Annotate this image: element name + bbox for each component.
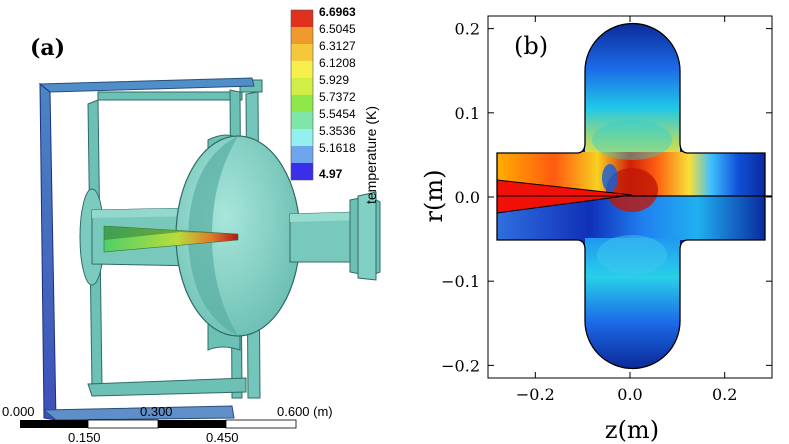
left-pipe-highlight [92,208,200,218]
scale-segment-4 [225,419,297,429]
colorbar-tick-label: 6.3127 [319,39,356,53]
frame-bottom-rail [87,377,247,397]
frame-bottom-bar [42,405,235,421]
colorbar-border [290,9,314,181]
colorbar-tick-label: 5.5454 [319,107,356,121]
scale-label-300: 0.300 [140,404,173,419]
scale-bar: 0.000 0.300 0.600 (m) 0.150 0.450 [2,404,333,444]
colorbar-swatch [291,61,313,78]
y-tick-label: −0.2 [441,356,480,375]
colorbar-swatch [291,44,313,61]
colorbar-tick-label: 6.5045 [319,22,356,36]
panel-b-ylabel: r(m) [420,170,448,223]
scale-label-600: 0.600 (m) [277,404,333,419]
y-tick-label: −0.1 [441,272,480,291]
frame-top-bar [38,77,255,93]
panel-b-ticks: −0.2 0.0 0.2 0.2 0.1 0.0 −0.1 −0.2 [441,16,772,404]
colorbar-swatch [291,27,313,44]
x-tick-label: 0.2 [712,385,737,404]
scale-segment-1 [20,420,88,428]
colorbar-tick-label: 6.1208 [319,56,356,70]
panel-a-label: (a) [30,35,65,61]
field-coldspot [602,164,618,192]
y-tick-label: 0.0 [455,188,480,207]
field-plot [497,23,765,369]
panel-b-xlabel: z(m) [605,416,659,444]
colorbar-tick-label: 5.929 [319,73,349,87]
cavity-model [38,77,381,421]
scale-segment-2 [87,419,159,429]
colorbar-swatch [291,95,313,112]
scale-label-150: 0.150 [68,430,101,444]
colorbar-swatch [291,10,313,27]
colorbar-swatch [291,146,313,163]
right-flange-face [357,191,377,281]
panel-b-label: (b) [514,32,548,60]
colorbar-title: temperature (K) [363,106,379,204]
cavity-outline [496,22,766,370]
x-tick-label: −0.2 [516,385,555,404]
scale-label-450: 0.450 [206,430,239,444]
colorbar-swatch [291,112,313,129]
scale-label-0: 0.000 [2,404,35,419]
colorbar-tick-label: 4.97 [319,167,343,181]
frame-left-bar [39,82,57,421]
right-pipe-highlight [290,212,362,222]
colorbar-swatch [291,163,313,180]
bulb-shade [188,136,238,336]
colorbar-tick-label: 6.6963 [319,5,356,19]
field-upper-stub [585,23,680,154]
tuning-cone-shadow [104,226,238,240]
colorbar-swatch [291,129,313,146]
temperature-colorbar: 6.6963 6.5045 6.3127 6.1208 5.929 5.7372 5.545… [290,5,356,181]
colorbar-swatch [291,78,313,95]
x-tick-label: 0.0 [617,385,642,404]
y-tick-label: 0.2 [455,20,480,39]
colorbar-tick-label: 5.3536 [319,124,356,138]
panel-a: (a) [2,5,381,444]
field-hotspot [606,168,658,212]
colorbar-tick-label: 5.7372 [319,90,356,104]
scale-segment-3 [158,420,226,428]
frame-top-rail [97,91,243,101]
field-glow [592,120,672,160]
panel-b: −0.2 0.0 0.2 0.2 0.1 0.0 −0.1 −0.2 (b) z(m) r(m… [420,15,773,444]
y-tick-label: 0.1 [455,104,480,123]
field-glow-lower [597,235,667,275]
colorbar-tick-label: 5.1618 [319,141,356,155]
